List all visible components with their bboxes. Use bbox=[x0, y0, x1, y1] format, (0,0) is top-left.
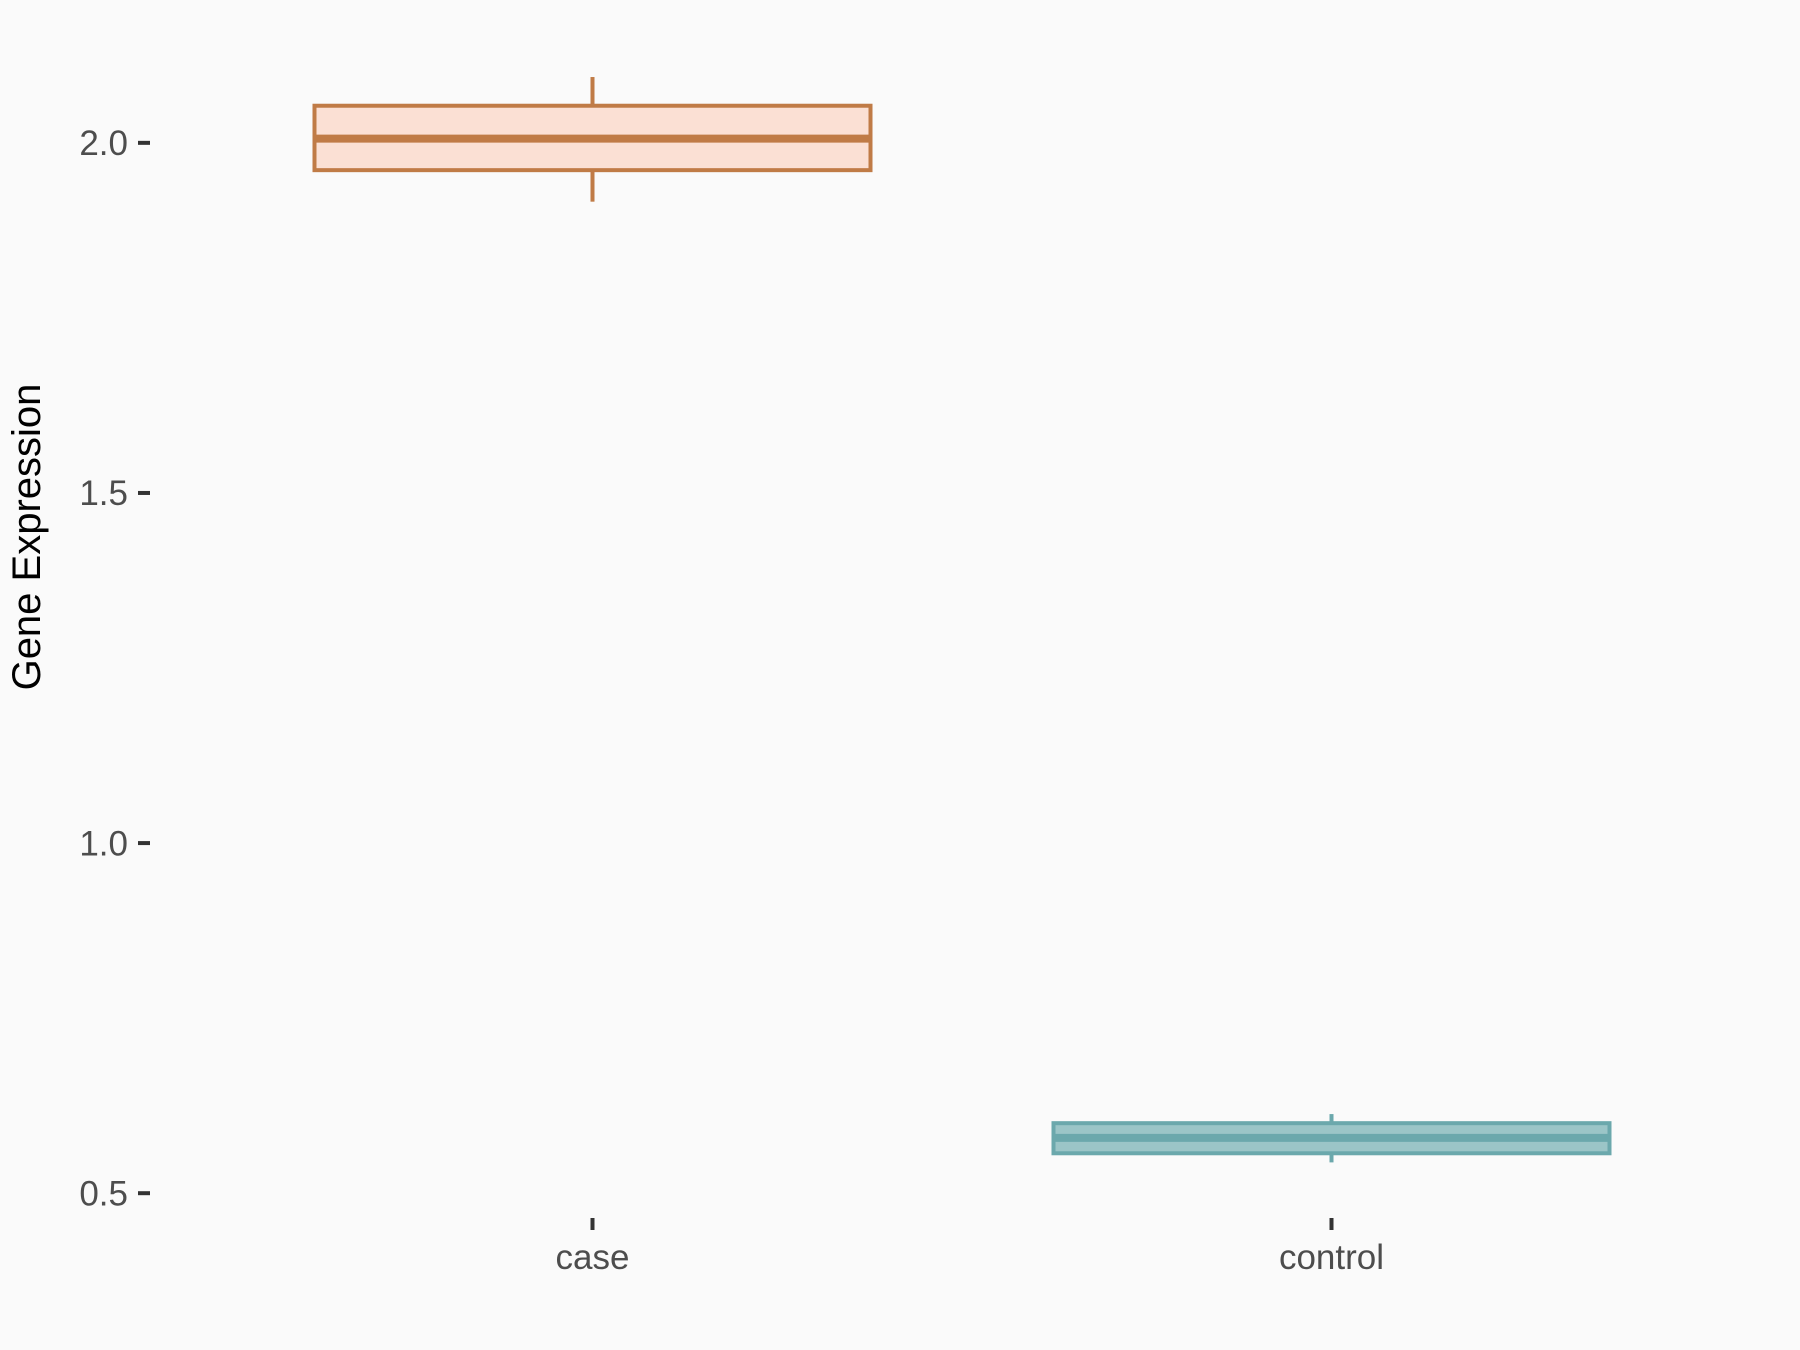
y-tick-label-1-5: 1.5 bbox=[79, 474, 128, 513]
y-tick-label-1-0: 1.0 bbox=[79, 824, 128, 863]
y-tick-label-2-0: 2.0 bbox=[79, 124, 128, 163]
x-tick-label-case: case bbox=[556, 1238, 630, 1277]
x-tick-label-control: control bbox=[1279, 1238, 1384, 1277]
y-axis-title: Gene Expression bbox=[5, 384, 49, 691]
y-tick-label-0-5: 0.5 bbox=[79, 1174, 128, 1213]
